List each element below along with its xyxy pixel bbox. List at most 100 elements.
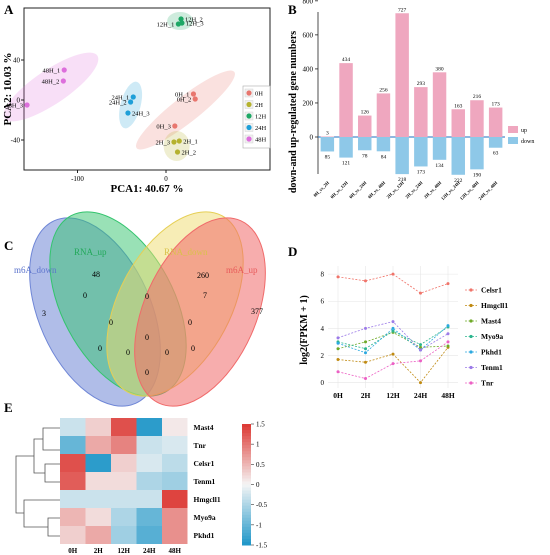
- line-legend-swatch: [469, 381, 473, 385]
- bar-category-label: 2H_vs_48H: [423, 180, 443, 200]
- venn-count: 7: [203, 291, 207, 300]
- venn-count: 0: [109, 318, 113, 327]
- line-legend-label: Hmgcll1: [481, 301, 508, 310]
- colorbar-segment: [242, 487, 251, 492]
- venn-count: 0: [145, 368, 149, 377]
- heatmap-row-label: Myo9a: [194, 513, 216, 522]
- pca-point-label: 2H_2: [182, 150, 196, 157]
- venn-count: 0: [98, 344, 102, 353]
- bar-y-tick-label: 600: [303, 31, 314, 39]
- line-point: [336, 336, 340, 340]
- heatmap-row-label: Pkhd1: [194, 531, 215, 540]
- bar-up: [432, 72, 447, 137]
- pca-y-tick-label: -40: [11, 137, 21, 145]
- heatmap-col-label: 12H: [118, 547, 131, 555]
- heatmap-cell: [111, 508, 137, 526]
- line-point: [446, 324, 450, 328]
- pca-legend-label: 12H: [255, 114, 267, 121]
- colorbar-segment: [242, 433, 251, 437]
- colorbar-segment: [242, 499, 251, 504]
- pca-group-ellipse: [135, 70, 235, 150]
- line-x-tick-label: 48H: [441, 391, 455, 400]
- bar-y-tick-label: 400: [303, 65, 314, 73]
- heatmap-cell: [162, 472, 188, 490]
- venn-set-m6a-up: [134, 217, 266, 407]
- line-point: [364, 351, 367, 355]
- venn-count: 0: [191, 344, 195, 353]
- heatmap-row-label: Hmgcll1: [194, 495, 221, 504]
- heatmap-row-label: Celsr1: [194, 459, 215, 468]
- line-point: [336, 275, 340, 279]
- heatmap-cell: [162, 418, 188, 436]
- pca-legend-swatch: [246, 101, 252, 108]
- heatmap-cell: [111, 418, 137, 436]
- line-y-axis-label: log2(FPKM + 1): [299, 295, 310, 365]
- line-legend-label: Tnr: [481, 379, 494, 388]
- colorbar-segment: [242, 520, 251, 525]
- heatmap-cell: [162, 454, 188, 472]
- pca-legend-label: 0H: [255, 91, 263, 98]
- line-point: [391, 272, 395, 276]
- line-legend-swatch: [469, 303, 473, 308]
- pca-x-tick-label: -100: [71, 175, 84, 183]
- bar-legend-swatch: [508, 126, 518, 133]
- line-point: [419, 291, 422, 295]
- pca-legend-label: 24H: [255, 125, 267, 132]
- venn-count: 260: [197, 271, 209, 280]
- line-point: [364, 347, 367, 351]
- pca-point: [174, 149, 181, 155]
- pca-point-label: 12H_3: [186, 21, 204, 28]
- venn-count: 0: [145, 333, 149, 342]
- bar-up-value: 293: [417, 81, 426, 87]
- line-legend-swatch: [469, 365, 473, 370]
- bar-down: [395, 137, 409, 175]
- bar-up: [320, 136, 335, 137]
- bar-down-value: 173: [417, 169, 426, 175]
- bar-down: [376, 137, 391, 152]
- colorbar-segment: [242, 436, 251, 440]
- pca-point: [128, 99, 134, 105]
- bar-up-value: 256: [379, 87, 388, 93]
- line-legend-label: Celsr1: [481, 286, 502, 295]
- pca-point: [192, 96, 198, 102]
- pca-y-axis-label: PCA2: 10.03 %: [2, 52, 14, 125]
- heatmap-col-label: 48H: [169, 547, 182, 555]
- venn-label-rna-up: RNA_up: [74, 247, 107, 257]
- pca-legend-label: 2H: [255, 102, 263, 109]
- colorbar-segment: [242, 424, 251, 428]
- line-y-tick-label: 6: [321, 298, 325, 306]
- line-legend-swatch: [469, 288, 473, 292]
- venn-count: 377: [251, 307, 263, 316]
- bar-category-label: 0H_vs_24H: [348, 180, 368, 200]
- bar-up-value: 727: [398, 7, 407, 13]
- line-y-tick-label: 8: [321, 271, 325, 279]
- line-point: [364, 279, 367, 283]
- heatmap-cell: [85, 472, 111, 490]
- colorbar-tick-label: -0.5: [256, 501, 268, 509]
- bar-up-value: 434: [342, 57, 351, 63]
- heatmap-cell: [85, 526, 111, 544]
- colorbar-segment: [242, 427, 251, 431]
- heatmap-cell: [85, 436, 111, 454]
- pca-point: [178, 16, 184, 22]
- colorbar-segment: [242, 538, 251, 543]
- venn-count: 0: [188, 318, 192, 327]
- colorbar-segment: [242, 466, 251, 470]
- line-y-tick-label: 2: [321, 352, 325, 360]
- bar-up: [376, 93, 391, 137]
- bar-category-label: 0H_vs_12H: [329, 180, 349, 200]
- heatmap-col-label: 2H: [94, 547, 104, 555]
- bar-up-value: 173: [492, 102, 501, 108]
- pca-legend-swatch: [246, 124, 252, 131]
- colorbar-segment: [242, 511, 251, 516]
- pca-point: [176, 138, 182, 144]
- bar-up: [488, 107, 503, 137]
- panel-label-b: B: [288, 2, 297, 17]
- heatmap-cell: [60, 436, 86, 454]
- line-point: [336, 358, 340, 362]
- line-x-tick-label: 12H: [386, 391, 400, 400]
- line-point: [391, 362, 395, 366]
- pca-point-label: 12H_1: [157, 22, 175, 29]
- bar-up: [358, 115, 372, 137]
- colorbar-segment: [242, 475, 251, 479]
